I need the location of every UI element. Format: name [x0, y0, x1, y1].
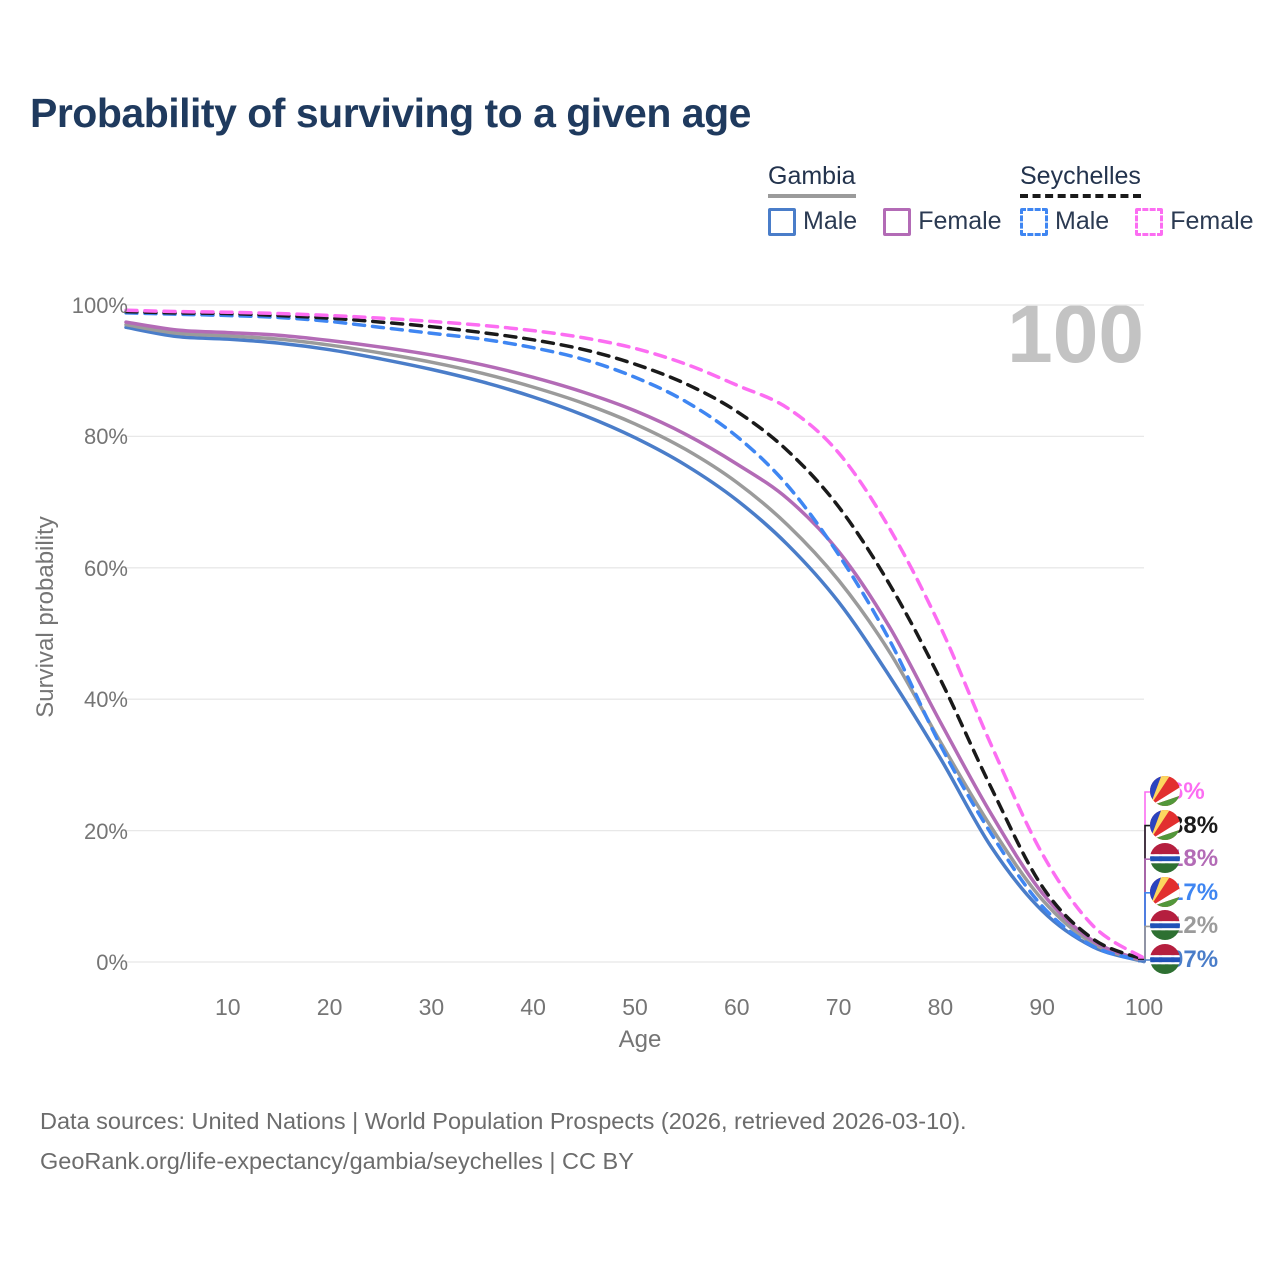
curve-gambia [124, 322, 1146, 963]
end-label-seychelles-0.17%: 0.17% [1150, 876, 1218, 909]
x-tick-100: 100 [1124, 994, 1164, 1020]
gambia-flag-icon [1150, 843, 1180, 874]
gambia-male-swatch-icon [768, 207, 796, 236]
age-counter-watermark: 100 [1007, 289, 1144, 380]
seychelles-male-swatch-icon [1020, 207, 1048, 236]
seychelles-flag-icon [1150, 809, 1180, 840]
x-tick-90: 90 [1029, 994, 1055, 1020]
y-tick-60: 60% [83, 555, 128, 581]
y-tick-100: 100% [71, 293, 128, 318]
y-tick-20: 20% [83, 818, 128, 844]
legend-header-seychelles: Seychelles [1020, 162, 1141, 198]
x-tick-20: 20 [316, 994, 343, 1020]
x-axis-title: Age [618, 1026, 662, 1053]
gambia-flag-icon [1150, 944, 1180, 974]
end-label-seychelles-0.38%: 0.38% [1150, 809, 1218, 842]
legend-item-label: Male [1055, 207, 1110, 235]
legend-items-seychelles: Male Female [1020, 207, 1254, 236]
legend-group-seychelles: Seychelles Male Female [1020, 162, 1254, 236]
chart-title: Probability of surviving to a given age [30, 90, 751, 136]
footer-attribution: GeoRank.org/life-expectancy/gambia/seych… [40, 1148, 634, 1174]
x-tick-50: 50 [622, 994, 648, 1020]
legend-item-gambia-male[interactable]: Male [768, 207, 857, 236]
curve-seychelles [124, 309, 1146, 962]
seychelles-flag-icon [1150, 776, 1180, 806]
x-tick-40: 40 [520, 994, 546, 1020]
end-label-connector [1138, 858, 1150, 962]
legend-items-gambia: Male Female [768, 207, 1002, 236]
legend-header-seychelles-label: Seychelles [1020, 162, 1141, 190]
legend-item-seychelles-female[interactable]: Female [1135, 207, 1254, 236]
legend-gambia-line-swatch [768, 194, 856, 198]
curve-gambia-male [124, 325, 1146, 964]
legend-header-gambia-label: Gambia [768, 162, 856, 190]
legend-item-label: Female [1170, 207, 1254, 235]
end-label-connector [1138, 959, 1150, 963]
curve-seychelles-female [124, 308, 1146, 960]
y-tick-40: 40% [83, 687, 128, 713]
legend-seychelles-line-swatch [1020, 194, 1141, 198]
y-tick-0: 0% [96, 950, 128, 975]
gambia-female-swatch-icon [883, 207, 912, 236]
legend-item-label: Female [918, 207, 1002, 235]
legend-group-gambia: Gambia Male Female [768, 162, 1002, 236]
y-tick-80: 80% [83, 424, 128, 450]
x-tick-30: 30 [418, 994, 445, 1020]
end-label-gambia-0.18%: 0.18% [1150, 843, 1218, 875]
legend-header-gambia: Gambia [768, 162, 856, 198]
curve-seychelles-male [124, 311, 1146, 963]
legend-item-gambia-female[interactable]: Female [883, 207, 1002, 236]
end-label-gambia-0.12%: 0.12% [1150, 910, 1218, 942]
x-tick-80: 80 [927, 994, 954, 1020]
x-tick-70: 70 [825, 994, 852, 1020]
legend-item-label: Male [803, 207, 858, 235]
seychelles-flag-icon [1150, 876, 1180, 907]
footer-sources: Data sources: United Nations | World Pop… [40, 1108, 967, 1134]
gambia-flag-icon [1150, 910, 1180, 941]
x-tick-60: 60 [724, 994, 750, 1020]
curve-gambia-female [124, 320, 1146, 963]
x-tick-10: 10 [215, 994, 241, 1020]
end-label-connector [1138, 791, 1150, 959]
seychelles-female-swatch-icon [1135, 207, 1164, 236]
legend-item-seychelles-male[interactable]: Male [1020, 207, 1109, 236]
end-label-gambia-0.07%: 0.07% [1150, 944, 1218, 976]
end-label-seychelles-0.6%: 0.6% [1150, 776, 1205, 808]
